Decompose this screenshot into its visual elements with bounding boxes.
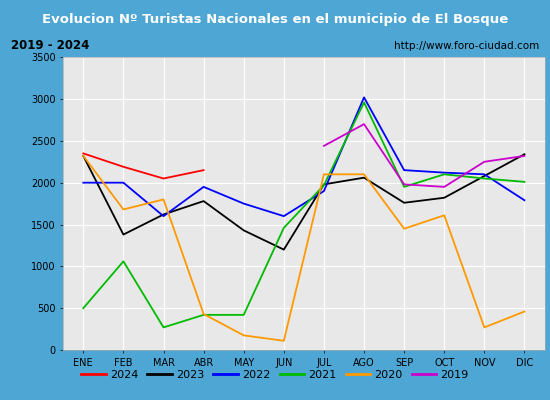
Text: Evolucion Nº Turistas Nacionales en el municipio de El Bosque: Evolucion Nº Turistas Nacionales en el m… (42, 12, 508, 26)
Text: 2019 - 2024: 2019 - 2024 (11, 39, 89, 52)
Legend: 2024, 2023, 2022, 2021, 2020, 2019: 2024, 2023, 2022, 2021, 2020, 2019 (77, 366, 473, 384)
Text: http://www.foro-ciudad.com: http://www.foro-ciudad.com (394, 41, 539, 51)
